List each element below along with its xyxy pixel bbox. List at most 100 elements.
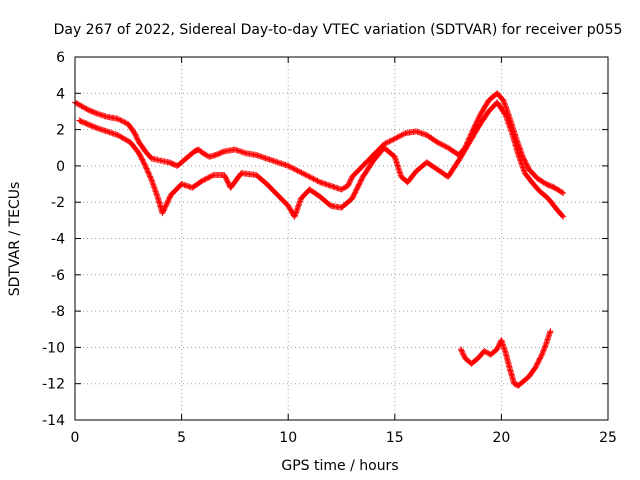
data-point — [349, 195, 356, 202]
data-point — [120, 118, 126, 125]
data-point — [356, 181, 363, 188]
data-point — [307, 174, 314, 181]
data-point — [542, 342, 549, 349]
data-point — [163, 201, 170, 207]
data-point — [132, 132, 139, 139]
x-axis-label: GPS time / hours — [281, 458, 398, 474]
data-point — [118, 117, 125, 124]
data-point — [224, 178, 231, 185]
y-tick-label: -12 — [42, 377, 65, 393]
data-point — [164, 198, 171, 205]
data-point — [137, 152, 144, 159]
data-point — [287, 164, 294, 171]
data-point — [441, 142, 448, 149]
y-tick-label: 4 — [56, 86, 65, 102]
data-point — [437, 140, 444, 147]
data-point — [160, 208, 166, 215]
data-point — [313, 177, 320, 184]
data-point — [131, 130, 138, 137]
data-point — [349, 194, 356, 201]
x-tick-label: 0 — [71, 430, 80, 446]
data-point — [114, 115, 121, 122]
data-point — [202, 176, 209, 183]
data-point — [201, 176, 208, 183]
data-point — [148, 176, 155, 183]
data-point — [457, 346, 464, 353]
data-point — [501, 110, 508, 117]
data-point — [391, 135, 398, 142]
data-point — [494, 346, 501, 353]
data-point — [459, 348, 466, 355]
data-point — [385, 139, 392, 146]
data-point — [483, 349, 490, 356]
y-tick-label: 6 — [56, 50, 65, 66]
data-point — [560, 213, 567, 220]
data-point — [387, 137, 394, 144]
data-point — [386, 138, 393, 145]
data-point — [344, 182, 351, 189]
data-point — [299, 170, 306, 177]
data-point — [144, 166, 151, 173]
data-point — [285, 162, 292, 169]
data-point — [199, 177, 206, 184]
y-axis-label: SDTVAR / TECUs — [7, 182, 23, 297]
data-point — [221, 173, 228, 180]
data-point — [460, 351, 467, 358]
data-point — [122, 119, 129, 126]
data-point — [559, 212, 566, 219]
data-point — [538, 352, 545, 359]
data-point — [207, 173, 214, 180]
data-point — [166, 195, 173, 202]
data-point — [162, 203, 169, 210]
data-point — [133, 134, 140, 141]
data-point — [205, 174, 212, 181]
data-point — [393, 135, 400, 141]
data-points — [72, 90, 567, 389]
data-point — [145, 170, 152, 177]
data-point — [439, 142, 446, 148]
data-point — [134, 136, 141, 143]
data-point — [305, 173, 312, 180]
data-point — [355, 182, 362, 189]
data-point — [117, 133, 124, 140]
data-point — [141, 161, 148, 168]
data-point — [161, 204, 168, 211]
axis-ticks — [74, 56, 609, 421]
x-tick-label: 5 — [177, 430, 186, 446]
data-point — [352, 187, 359, 194]
data-point — [297, 169, 304, 175]
data-point — [314, 177, 321, 184]
data-point — [434, 139, 441, 146]
y-tick-label: 2 — [56, 123, 65, 139]
data-point — [147, 173, 153, 180]
data-point — [309, 175, 316, 182]
data-point — [289, 164, 296, 171]
data-point — [442, 143, 449, 150]
data-point — [350, 193, 357, 199]
y-tick-label: -14 — [42, 413, 65, 429]
data-point — [147, 174, 154, 181]
data-point — [458, 347, 465, 354]
data-point — [139, 156, 146, 163]
data-point — [438, 141, 445, 148]
chart-title: Day 267 of 2022, Sidereal Day-to-day VTE… — [54, 22, 623, 38]
data-point — [209, 172, 216, 179]
data-point — [121, 119, 128, 126]
data-point — [346, 179, 353, 185]
data-point — [117, 117, 124, 124]
data-point — [139, 157, 146, 164]
data-point — [435, 140, 442, 146]
data-point — [398, 132, 405, 139]
data-point — [306, 173, 313, 180]
data-point — [165, 197, 172, 204]
data-point — [399, 131, 406, 138]
data-point — [142, 164, 149, 171]
y-tick-label: -2 — [51, 195, 65, 211]
data-point — [121, 135, 127, 142]
data-point — [382, 140, 389, 147]
data-point — [342, 184, 349, 191]
data-point — [459, 350, 466, 357]
data-point — [298, 169, 305, 176]
data-point — [345, 181, 352, 188]
